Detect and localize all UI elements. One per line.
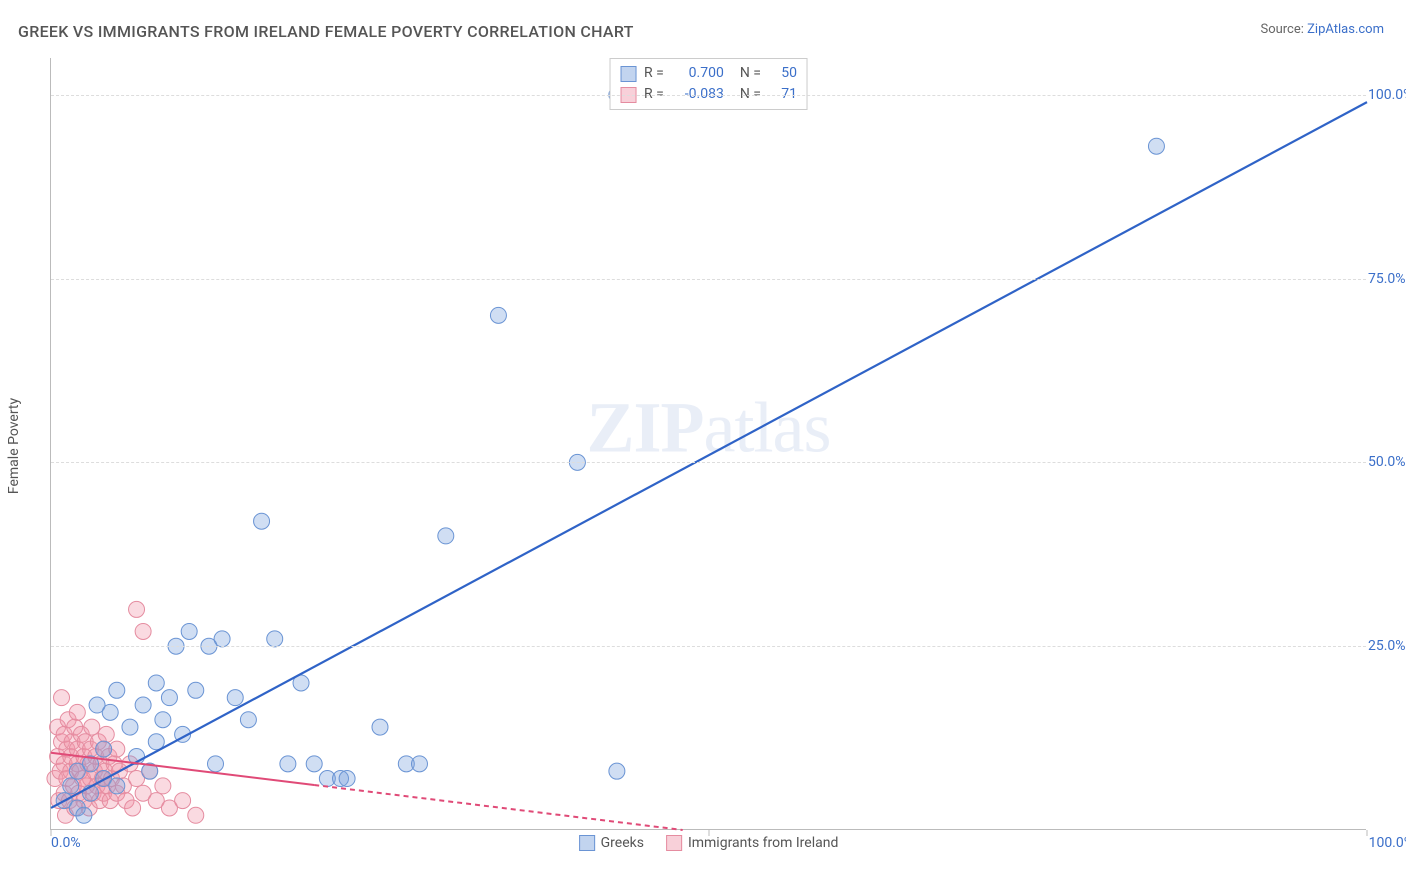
stats-n-label: N =	[740, 63, 761, 84]
scatter-point-greeks	[161, 690, 177, 706]
stats-r-label: R =	[644, 63, 664, 84]
stats-r-value: 0.700	[672, 63, 724, 84]
scatter-point-ireland	[84, 719, 100, 735]
gridline	[51, 95, 1366, 96]
scatter-point-greeks	[372, 719, 388, 735]
gridline	[51, 646, 1366, 647]
bottom-legend: Greeks Immigrants from Ireland	[579, 835, 839, 851]
plot-area: ZIPatlas R =0.700N =50R =-0.083N =71 Gre…	[50, 58, 1366, 830]
scatter-point-ireland	[135, 623, 151, 639]
source-link[interactable]: ZipAtlas.com	[1307, 22, 1384, 37]
scatter-point-greeks	[181, 623, 197, 639]
scatter-point-greeks	[267, 631, 283, 647]
scatter-point-ireland	[188, 807, 204, 823]
stats-legend-row: R = 0.700 N = 50	[620, 63, 797, 84]
y-axis-label: Female Poverty	[6, 398, 22, 494]
scatter-point-greeks	[63, 778, 79, 794]
gridline	[51, 279, 1366, 280]
scatter-point-greeks	[214, 631, 230, 647]
y-tick-label: 50.0%	[1368, 454, 1406, 470]
legend-label: Immigrants from Ireland	[688, 835, 838, 851]
source-attribution: Source: ZipAtlas.com	[1260, 22, 1384, 37]
scatter-point-greeks	[411, 756, 427, 772]
legend-label: Greeks	[601, 835, 644, 851]
scatter-point-ireland	[175, 793, 191, 809]
x-tick-label: 100.0%	[1369, 835, 1406, 851]
scatter-point-greeks	[306, 756, 322, 772]
stats-n-value: 50	[769, 63, 797, 84]
chart-title: GREEK VS IMMIGRANTS FROM IRELAND FEMALE …	[18, 22, 634, 41]
scatter-point-greeks	[122, 719, 138, 735]
scatter-point-greeks	[609, 763, 625, 779]
scatter-point-greeks	[109, 682, 125, 698]
swatch-blue-icon	[579, 835, 595, 851]
trend-line	[51, 102, 1367, 808]
scatter-point-ireland	[125, 800, 141, 816]
legend-item: Immigrants from Ireland	[666, 835, 838, 851]
scatter-point-greeks	[135, 697, 151, 713]
scatter-point-ireland	[155, 778, 171, 794]
scatter-point-greeks	[96, 741, 112, 757]
trend-line-dashed	[314, 785, 682, 830]
scatter-point-greeks	[76, 807, 92, 823]
y-tick-label: 100.0%	[1368, 87, 1406, 103]
y-tick-label: 25.0%	[1368, 638, 1406, 654]
scatter-point-greeks	[339, 771, 355, 787]
scatter-point-greeks	[254, 513, 270, 529]
scatter-point-greeks	[490, 307, 506, 323]
scatter-point-greeks	[227, 690, 243, 706]
scatter-point-greeks	[1148, 138, 1164, 154]
legend-item: Greeks	[579, 835, 644, 851]
chart-svg	[51, 58, 1366, 829]
gridline	[51, 462, 1366, 463]
scatter-point-greeks	[188, 682, 204, 698]
scatter-point-greeks	[148, 675, 164, 691]
scatter-point-greeks	[155, 712, 171, 728]
scatter-point-greeks	[438, 528, 454, 544]
scatter-point-ireland	[54, 690, 70, 706]
scatter-point-greeks	[109, 778, 125, 794]
y-tick-label: 75.0%	[1368, 271, 1406, 287]
scatter-point-greeks	[280, 756, 296, 772]
scatter-point-greeks	[208, 756, 224, 772]
scatter-point-ireland	[98, 726, 114, 742]
source-label: Source:	[1260, 22, 1307, 37]
scatter-point-greeks	[240, 712, 256, 728]
scatter-point-ireland	[69, 704, 85, 720]
swatch-blue-icon	[620, 66, 636, 82]
swatch-pink-icon	[666, 835, 682, 851]
x-tick-label: 0.0%	[51, 835, 81, 851]
scatter-point-ireland	[129, 601, 145, 617]
stats-legend: R =0.700N =50R =-0.083N =71	[609, 58, 808, 110]
scatter-point-greeks	[102, 704, 118, 720]
